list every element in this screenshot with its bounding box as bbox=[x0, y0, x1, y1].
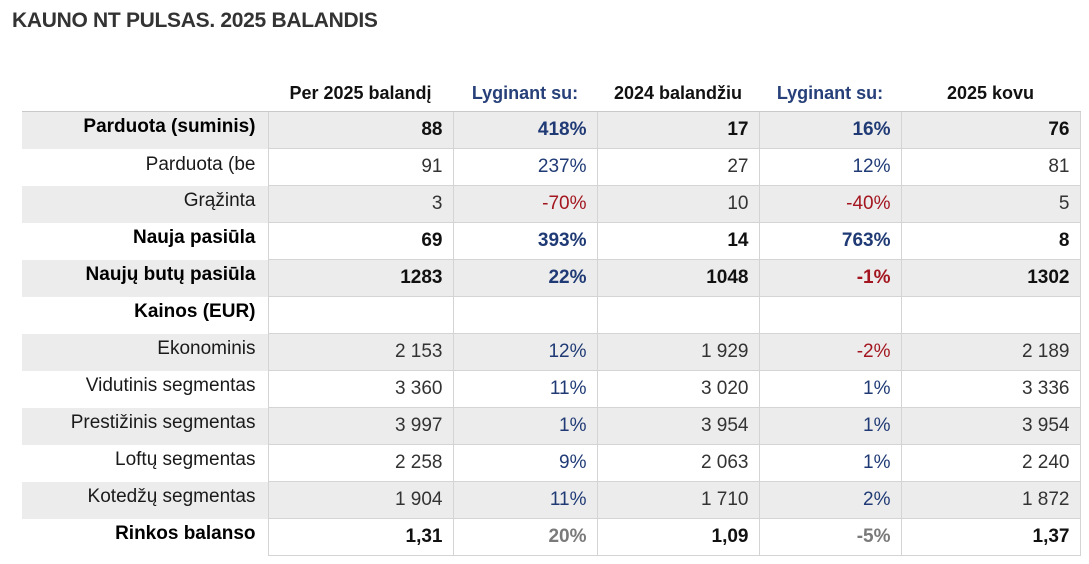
change-vs-year: 11% bbox=[452, 370, 598, 408]
table-row: Naujų butų pasiūla 1283 22% 1048 -1% 130… bbox=[22, 259, 1081, 297]
page-title: KAUNO NT PULSAS. 2025 BALANDIS bbox=[12, 9, 378, 32]
header-compare-1: Lyginant su: bbox=[453, 76, 597, 112]
change-vs-year: -70% bbox=[452, 185, 598, 223]
table-row: Kotedžų segmentas 1 904 11% 1 710 2% 1 8… bbox=[22, 481, 1081, 519]
value-prev-month: 3 336 bbox=[900, 370, 1081, 408]
value-current: 1283 bbox=[267, 259, 454, 297]
table-row: Vidutinis segmentas 3 360 11% 3 020 1% 3… bbox=[22, 370, 1081, 408]
table-row: Nauja pasiūla 69 393% 14 763% 8 bbox=[22, 222, 1081, 260]
value-year-ago: 1,09 bbox=[596, 518, 760, 556]
value-prev-month: 5 bbox=[900, 185, 1081, 223]
change-vs-year: 22% bbox=[452, 259, 598, 297]
header-compare-2: Lyginant su: bbox=[759, 76, 901, 112]
header-previous-month: 2025 kovu bbox=[901, 76, 1080, 112]
row-label: Grąžinta bbox=[22, 185, 269, 223]
row-label: Kotedžų segmentas bbox=[22, 481, 269, 519]
change-vs-year: 11% bbox=[452, 481, 598, 519]
row-label: Nauja pasiūla bbox=[22, 222, 269, 260]
change-vs-month: -2% bbox=[758, 333, 902, 371]
change-vs-month: 1% bbox=[758, 444, 902, 482]
value-year-ago: 1048 bbox=[596, 259, 760, 297]
value-year-ago: 27 bbox=[596, 148, 760, 186]
section-label-prices: Kainos (EUR) bbox=[22, 296, 269, 334]
value-year-ago: 3 954 bbox=[596, 407, 760, 445]
value-year-ago: 1 929 bbox=[596, 333, 760, 371]
change-vs-month: -40% bbox=[758, 185, 902, 223]
value-current: 3 997 bbox=[267, 407, 454, 445]
row-label: Loftų segmentas bbox=[22, 444, 269, 482]
change-vs-month: -5% bbox=[758, 518, 902, 556]
value-year-ago: 10 bbox=[596, 185, 760, 223]
value-current bbox=[267, 296, 454, 334]
row-label: Parduota (suminis) bbox=[22, 111, 269, 149]
row-label: Prestižinis segmentas bbox=[22, 407, 269, 445]
change-vs-year bbox=[452, 296, 598, 334]
value-current: 1,31 bbox=[267, 518, 454, 556]
value-year-ago: 2 063 bbox=[596, 444, 760, 482]
table-row: Parduota (be 91 237% 27 12% 81 bbox=[22, 148, 1081, 186]
value-current: 2 258 bbox=[267, 444, 454, 482]
value-current: 1 904 bbox=[267, 481, 454, 519]
change-vs-month: 12% bbox=[758, 148, 902, 186]
value-current: 69 bbox=[267, 222, 454, 260]
table-row: Grąžinta 3 -70% 10 -40% 5 bbox=[22, 185, 1081, 223]
value-prev-month: 3 954 bbox=[900, 407, 1081, 445]
change-vs-month: 16% bbox=[758, 111, 902, 149]
row-label: Vidutinis segmentas bbox=[22, 370, 269, 408]
change-vs-year: 237% bbox=[452, 148, 598, 186]
header-year-ago: 2024 balandžiu bbox=[597, 76, 759, 112]
value-prev-month: 1 872 bbox=[900, 481, 1081, 519]
value-current: 88 bbox=[267, 111, 454, 149]
table-row: Loftų segmentas 2 258 9% 2 063 1% 2 240 bbox=[22, 444, 1081, 482]
value-current: 91 bbox=[267, 148, 454, 186]
change-vs-month bbox=[758, 296, 902, 334]
change-vs-year: 418% bbox=[452, 111, 598, 149]
change-vs-year: 20% bbox=[452, 518, 598, 556]
pulse-table: Per 2025 balandį Lyginant su: 2024 balan… bbox=[22, 76, 1081, 556]
change-vs-month: 2% bbox=[758, 481, 902, 519]
header-label-spacer bbox=[22, 76, 268, 112]
row-label: Parduota (be bbox=[22, 148, 269, 186]
change-vs-month: -1% bbox=[758, 259, 902, 297]
change-vs-year: 9% bbox=[452, 444, 598, 482]
value-prev-month: 2 240 bbox=[900, 444, 1081, 482]
value-year-ago bbox=[596, 296, 760, 334]
value-prev-month: 1302 bbox=[900, 259, 1081, 297]
value-year-ago: 1 710 bbox=[596, 481, 760, 519]
table-row: Parduota (suminis) 88 418% 17 16% 76 bbox=[22, 111, 1081, 149]
table-row: Prestižinis segmentas 3 997 1% 3 954 1% … bbox=[22, 407, 1081, 445]
change-vs-month: 1% bbox=[758, 370, 902, 408]
value-prev-month bbox=[900, 296, 1081, 334]
value-current: 2 153 bbox=[267, 333, 454, 371]
change-vs-year: 393% bbox=[452, 222, 598, 260]
value-prev-month: 81 bbox=[900, 148, 1081, 186]
table-header-row: Per 2025 balandį Lyginant su: 2024 balan… bbox=[22, 76, 1080, 112]
table-row: Rinkos balanso 1,31 20% 1,09 -5% 1,37 bbox=[22, 518, 1081, 556]
change-vs-month: 1% bbox=[758, 407, 902, 445]
value-current: 3 360 bbox=[267, 370, 454, 408]
value-year-ago: 17 bbox=[596, 111, 760, 149]
value-year-ago: 14 bbox=[596, 222, 760, 260]
value-current: 3 bbox=[267, 185, 454, 223]
table-row: Kainos (EUR) bbox=[22, 296, 1081, 334]
header-current-period: Per 2025 balandį bbox=[268, 76, 453, 112]
value-prev-month: 2 189 bbox=[900, 333, 1081, 371]
row-label: Rinkos balanso bbox=[22, 518, 269, 556]
value-year-ago: 3 020 bbox=[596, 370, 760, 408]
table-row: Ekonominis 2 153 12% 1 929 -2% 2 189 bbox=[22, 333, 1081, 371]
row-label: Ekonominis bbox=[22, 333, 269, 371]
change-vs-month: 763% bbox=[758, 222, 902, 260]
value-prev-month: 1,37 bbox=[900, 518, 1081, 556]
change-vs-year: 12% bbox=[452, 333, 598, 371]
row-label: Naujų butų pasiūla bbox=[22, 259, 269, 297]
value-prev-month: 76 bbox=[900, 111, 1081, 149]
change-vs-year: 1% bbox=[452, 407, 598, 445]
value-prev-month: 8 bbox=[900, 222, 1081, 260]
